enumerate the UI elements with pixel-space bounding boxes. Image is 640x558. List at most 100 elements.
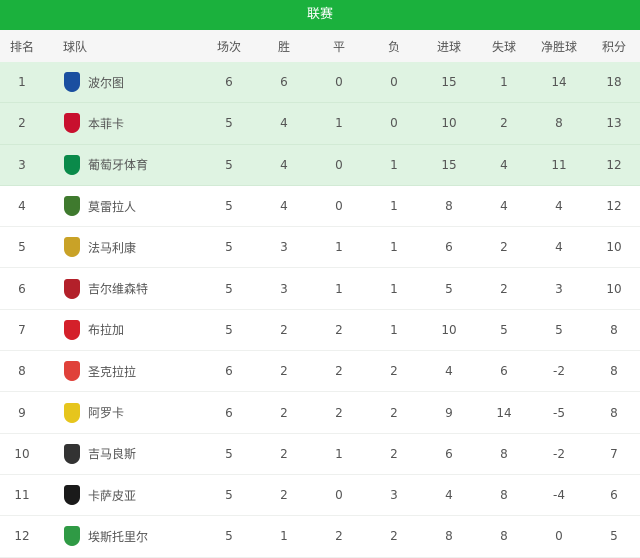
team-cell[interactable]: 法马利康 — [64, 227, 224, 267]
team-name[interactable]: 布拉加 — [88, 323, 125, 338]
points-cell: 12 — [606, 157, 622, 172]
table-row[interactable]: 3 5 4 0 1 15 4 11 12 葡萄牙体育 — [0, 144, 640, 186]
team-name[interactable]: 本菲卡 — [88, 116, 125, 131]
team-cell[interactable]: 吉尔维森特 — [64, 268, 224, 308]
losses-cell: 2 — [390, 405, 398, 420]
played-cell: 5 — [225, 116, 233, 131]
header-wins[interactable]: 胜 — [277, 39, 290, 54]
goal-diff-cell: -4 — [553, 488, 565, 503]
table-row[interactable]: 8 6 2 2 2 4 6 -2 8 圣克拉拉 — [0, 351, 640, 393]
wins-cell: 3 — [280, 240, 288, 255]
team-cell[interactable]: 葡萄牙体育 — [64, 145, 224, 185]
wins-cell: 2 — [280, 364, 288, 379]
header-rank[interactable]: 排名 — [9, 39, 34, 54]
goals-against-cell: 2 — [500, 240, 508, 255]
team-name[interactable]: 法马利康 — [88, 240, 137, 255]
points-cell: 13 — [606, 116, 622, 131]
team-logo-icon — [64, 361, 80, 382]
draws-cell: 0 — [335, 75, 343, 90]
team-name[interactable]: 莫雷拉人 — [88, 199, 137, 214]
wins-cell: 2 — [280, 446, 288, 461]
wins-cell: 4 — [280, 116, 288, 131]
draws-cell: 0 — [335, 488, 343, 503]
wins-cell: 4 — [280, 199, 288, 214]
table-row[interactable]: 9 6 2 2 2 9 14 -5 8 阿罗卡 — [0, 392, 640, 434]
table-row[interactable]: 6 5 3 1 1 5 2 3 10 吉尔维森特 — [0, 268, 640, 310]
draws-cell: 1 — [335, 240, 343, 255]
rank-cell: 9 — [18, 405, 26, 420]
points-cell: 8 — [610, 405, 618, 420]
column-header-row: 排名 球队 场次 胜 平 负 进球 失球 净胜球 积分 — [0, 30, 640, 62]
header-draws[interactable]: 平 — [332, 39, 345, 54]
points-cell: 8 — [610, 322, 618, 337]
goals-against-cell: 4 — [500, 157, 508, 172]
table-row[interactable]: 5 5 3 1 1 6 2 4 10 法马利康 — [0, 227, 640, 269]
header-played[interactable]: 场次 — [216, 39, 241, 54]
header-goal-diff[interactable]: 净胜球 — [540, 39, 577, 54]
team-cell[interactable]: 圣克拉拉 — [64, 351, 224, 391]
header-team[interactable]: 球队 — [63, 39, 88, 54]
table-row[interactable]: 7 5 2 2 1 10 5 5 8 布拉加 — [0, 310, 640, 352]
team-name[interactable]: 吉尔维森特 — [88, 282, 149, 297]
goals-for-cell: 10 — [441, 322, 457, 337]
header-goals-against[interactable]: 失球 — [491, 39, 516, 54]
goals-against-cell: 8 — [500, 488, 508, 503]
goals-for-cell: 5 — [445, 281, 453, 296]
draws-cell: 0 — [335, 199, 343, 214]
goals-against-cell: 2 — [500, 116, 508, 131]
goals-for-cell: 15 — [441, 157, 457, 172]
points-cell: 6 — [610, 488, 618, 503]
draws-cell: 2 — [335, 322, 343, 337]
team-logo-icon — [64, 443, 80, 464]
goals-against-cell: 1 — [500, 75, 508, 90]
played-cell: 5 — [225, 488, 233, 503]
header-losses[interactable]: 负 — [387, 39, 400, 54]
team-cell[interactable]: 莫雷拉人 — [64, 186, 224, 226]
goal-diff-cell: 11 — [551, 157, 567, 172]
team-cell[interactable]: 本菲卡 — [64, 103, 224, 143]
wins-cell: 4 — [280, 157, 288, 172]
table-row[interactable]: 4 5 4 0 1 8 4 4 12 莫雷拉人 — [0, 186, 640, 228]
draws-cell: 2 — [335, 529, 343, 544]
team-name[interactable]: 埃斯托里尔 — [88, 529, 149, 544]
goals-for-cell: 6 — [445, 446, 453, 461]
played-cell: 5 — [225, 446, 233, 461]
played-cell: 5 — [225, 157, 233, 172]
team-name[interactable]: 阿罗卡 — [88, 406, 125, 421]
table-row[interactable]: 1 6 6 0 0 15 1 14 18 波尔图 — [0, 62, 640, 104]
team-name[interactable]: 吉马良斯 — [88, 447, 137, 462]
table-row[interactable]: 10 5 2 1 2 6 8 -2 7 吉马良斯 — [0, 434, 640, 475]
team-cell[interactable]: 波尔图 — [64, 62, 224, 102]
team-name[interactable]: 圣克拉拉 — [88, 364, 137, 379]
goal-diff-cell: 8 — [555, 116, 563, 131]
team-name[interactable]: 葡萄牙体育 — [88, 158, 149, 173]
goals-against-cell: 5 — [500, 322, 508, 337]
wins-cell: 2 — [280, 488, 288, 503]
team-name[interactable]: 波尔图 — [88, 75, 125, 90]
team-logo-icon — [64, 113, 80, 134]
table-row[interactable]: 11 5 2 0 3 4 8 -4 6 卡萨皮亚 — [0, 475, 640, 517]
table-row[interactable]: 12 5 1 2 2 8 8 0 5 埃斯托里尔 — [0, 516, 640, 558]
goal-diff-cell: 0 — [555, 529, 563, 544]
goals-for-cell: 6 — [445, 240, 453, 255]
header-points[interactable]: 积分 — [601, 39, 626, 54]
table-row[interactable]: 2 5 4 1 0 10 2 8 13 本菲卡 — [0, 103, 640, 145]
played-cell: 6 — [225, 364, 233, 379]
team-cell[interactable]: 埃斯托里尔 — [64, 516, 224, 556]
team-cell[interactable]: 阿罗卡 — [64, 392, 224, 432]
team-name[interactable]: 卡萨皮亚 — [88, 488, 137, 503]
wins-cell: 6 — [280, 75, 288, 90]
losses-cell: 1 — [390, 281, 398, 296]
team-cell[interactable]: 卡萨皮亚 — [64, 475, 224, 515]
goal-diff-cell: -5 — [553, 405, 565, 420]
team-cell[interactable]: 吉马良斯 — [64, 434, 224, 474]
team-logo-icon — [64, 72, 80, 93]
draws-cell: 2 — [335, 364, 343, 379]
goals-against-cell: 8 — [500, 446, 508, 461]
header-goals-for[interactable]: 进球 — [436, 39, 461, 54]
rank-cell: 4 — [18, 199, 26, 214]
rank-cell: 10 — [14, 446, 30, 461]
points-cell: 10 — [606, 281, 622, 296]
team-cell[interactable]: 布拉加 — [64, 310, 224, 350]
points-cell: 18 — [606, 75, 622, 90]
